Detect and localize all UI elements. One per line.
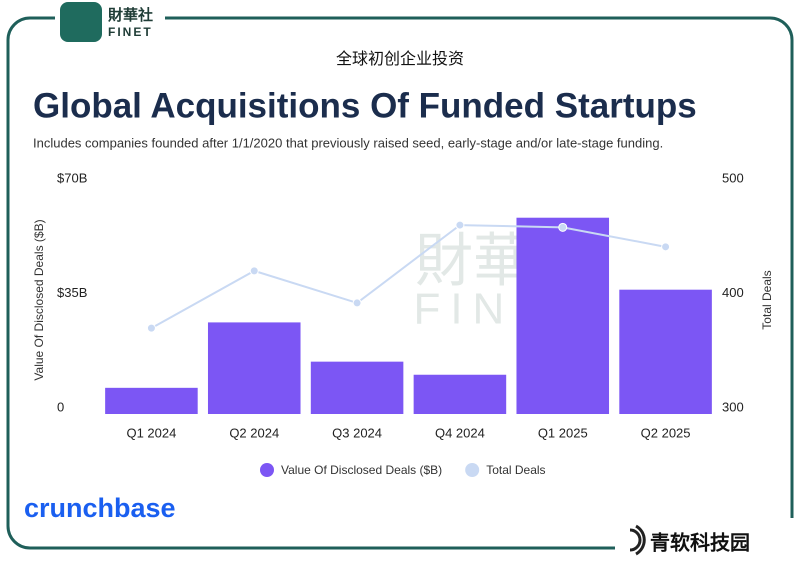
y-tick-label: $70B [57, 170, 87, 185]
publisher: 青软科技园 [650, 530, 750, 554]
source-logo: crunchbase [24, 493, 176, 523]
legend-swatch [465, 463, 480, 477]
legend-label: Total Deals [486, 463, 545, 477]
line-point [558, 222, 568, 232]
publisher-bg [615, 518, 800, 569]
line-point [249, 266, 259, 276]
bar [105, 387, 198, 414]
logo-icon [60, 2, 102, 42]
x-tick-label: Q1 2024 [126, 425, 176, 440]
legend-swatch [260, 463, 274, 477]
line [150, 224, 666, 329]
y-tick-label: 0 [57, 399, 64, 414]
x-tick-label: Q1 2025 [538, 425, 588, 440]
y-axis-title: Value Of Disclosed Deals ($B) [32, 219, 46, 380]
y2-axis-title: Total Deals [760, 270, 774, 329]
line-point [352, 298, 362, 308]
bar [207, 322, 301, 414]
bar [619, 289, 712, 414]
line-point [146, 323, 156, 333]
y2-tick-label: 400 [722, 285, 744, 300]
caption: 全球初创企业投资 [336, 50, 464, 68]
chart-subtitle: Includes companies founded after 1/1/202… [33, 135, 663, 150]
x-tick-label: Q2 2024 [229, 425, 279, 440]
bar [310, 361, 404, 414]
y-tick-label: $35B [57, 285, 87, 300]
logo-en: FINET [108, 25, 153, 39]
x-tick-label: Q3 2024 [332, 425, 382, 440]
logo-cn: 財華社 [107, 6, 153, 24]
chart-title: Global Acquisitions Of Funded Startups [33, 86, 697, 125]
publisher-icon [629, 524, 646, 556]
bar [413, 374, 507, 414]
line-point [455, 220, 465, 230]
x-tick-label: Q2 2025 [641, 425, 691, 440]
y2-tick-label: 500 [722, 170, 744, 185]
frame [6, 16, 794, 550]
bar [516, 217, 610, 414]
y2-tick-label: 300 [722, 399, 744, 414]
line-point [661, 242, 671, 252]
legend-label: Value Of Disclosed Deals ($B) [281, 463, 442, 477]
x-tick-label: Q4 2024 [435, 425, 485, 440]
